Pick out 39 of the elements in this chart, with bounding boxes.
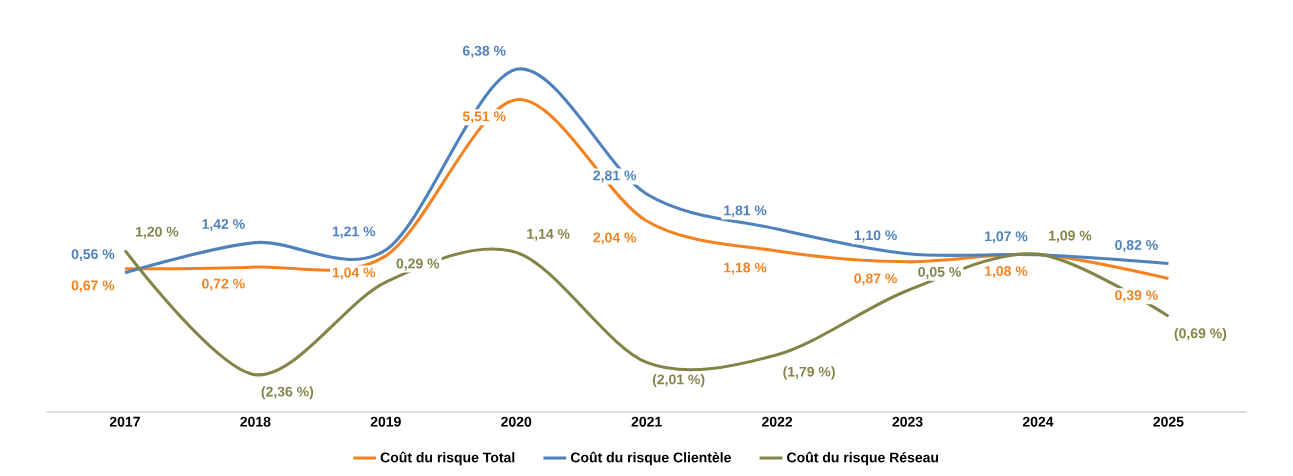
data-label: 0,05 % [918,266,961,279]
legend-label: Coût du risque Total [380,451,515,466]
data-label: 5,51 % [462,111,506,124]
data-label: (2,01 %) [652,374,705,388]
data-label: 0,87 % [854,273,897,286]
data-label: 1,21 % [332,226,376,239]
data-label: 1,20 % [136,226,179,239]
data-label: 1,04 % [332,267,376,280]
x-tick-label: 2020 [501,416,532,427]
x-tick-label: 2024 [1022,416,1054,427]
data-label: 0,67 % [71,280,115,293]
data-label: 1,10 % [854,230,897,243]
data-label: (0,69 %) [1174,327,1227,341]
data-label: (2,36 %) [261,386,314,400]
data-label: 1,42 % [202,219,245,232]
x-tick-label: 2025 [1153,416,1184,427]
x-tick-label: 2023 [892,416,923,427]
data-label: 1,81 % [724,205,767,218]
data-label: 1,14 % [527,228,570,241]
x-tick-label: 2018 [240,416,271,427]
data-label: 0,72 % [202,278,245,291]
data-label: 0,82 % [1115,240,1158,252]
data-label: 0,56 % [71,249,115,262]
x-tick-label: 2017 [109,416,140,427]
x-tick-label: 2021 [631,416,662,427]
data-label: (1,79 %) [783,366,835,380]
data-label: 1,09 % [1049,230,1092,243]
data-label: 0,39 % [1115,290,1158,303]
data-label: 0,29 % [396,258,440,271]
data-label: 1,07 % [985,231,1028,244]
data-label: 1,08 % [985,266,1028,279]
data-label: 1,18 % [724,262,767,275]
legend-label: Coût du risque Clientèle [570,451,731,466]
data-label: 2,04 % [593,232,637,245]
data-label: 2,81 % [593,170,637,183]
legend-label: Coût du risque Réseau [787,451,939,466]
data-label: 6,38 % [462,45,506,58]
x-tick-label: 2019 [370,416,401,427]
x-tick-label: 2022 [762,416,793,427]
